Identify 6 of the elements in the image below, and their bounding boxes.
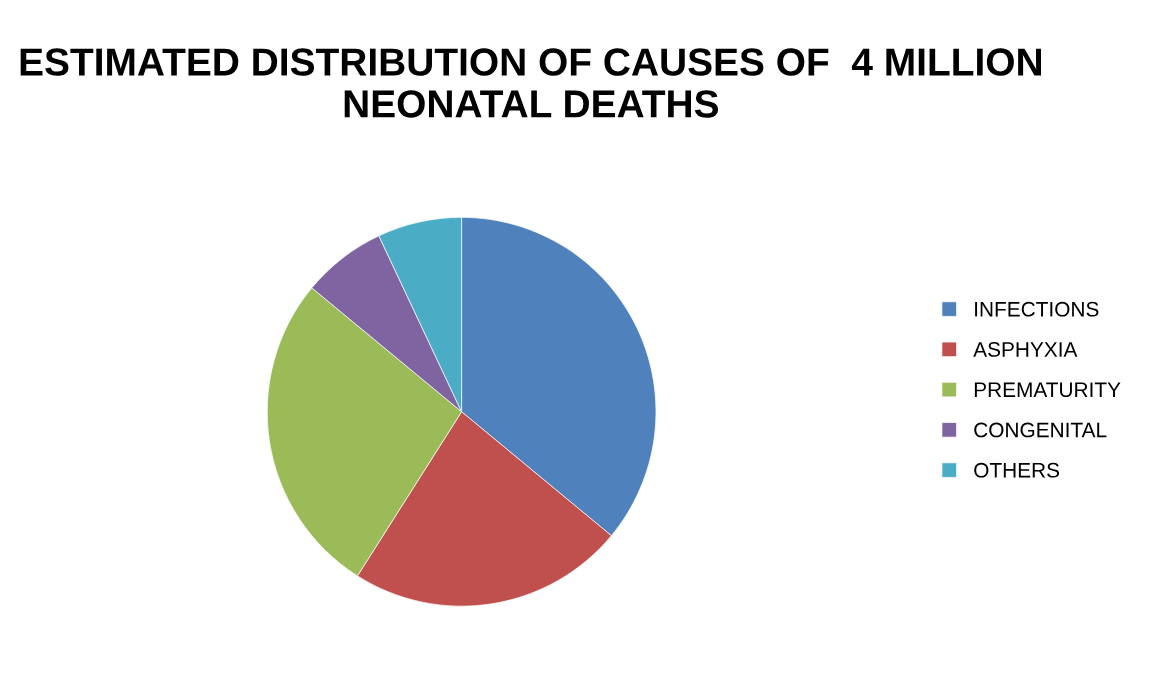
chart-title: ESTIMATED DISTRIBUTION OF CAUSES OF 4 MILLION NEONATAL DEATHS	[20, 48, 1041, 118]
legend-label: PREMATURITY	[974, 382, 1121, 398]
legend-label: OTHERS	[974, 462, 1060, 478]
legend-label: CONGENITAL	[974, 422, 1107, 438]
legend-label: INFECTIONS	[975, 301, 1099, 317]
legend-label: ASPHYXIA	[973, 342, 1078, 357]
